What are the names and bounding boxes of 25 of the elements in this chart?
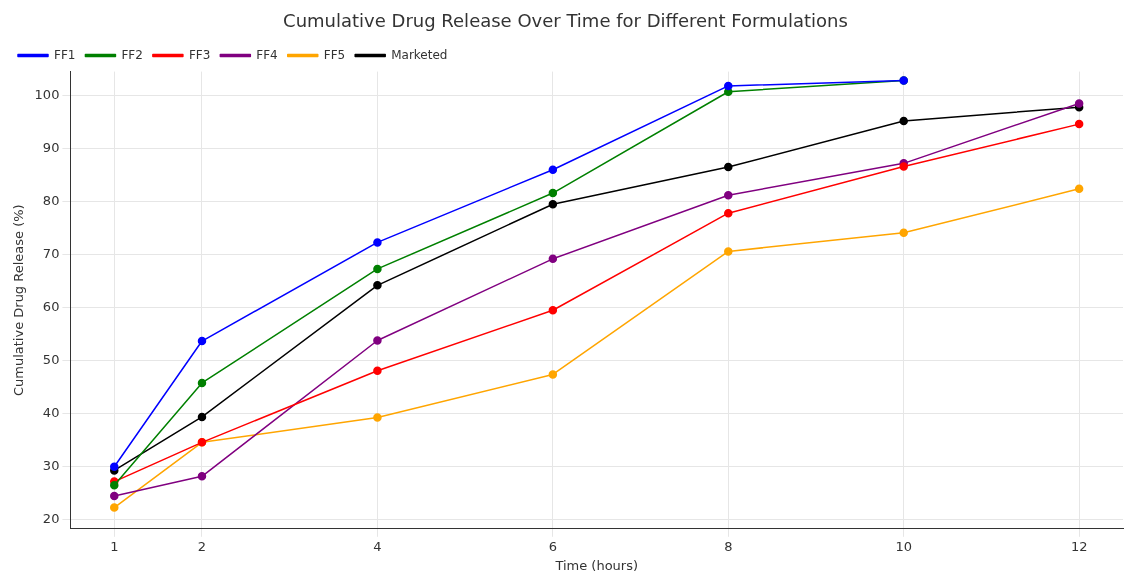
y-tick-label: 70 bbox=[42, 245, 60, 261]
x-tick-label: 12 bbox=[1070, 538, 1088, 554]
legend-label: Marketed bbox=[391, 47, 448, 62]
y-tick-label: 30 bbox=[42, 458, 60, 474]
x-tick-label: 6 bbox=[548, 538, 557, 554]
y-tick-label: 90 bbox=[42, 139, 60, 155]
y-tick-label: 80 bbox=[42, 192, 60, 208]
y-tick-label: 60 bbox=[42, 299, 60, 314]
chart-title: Cumulative Drug Release Over Time for Different Formulations bbox=[283, 10, 848, 32]
x-tick-label: 8 bbox=[724, 538, 733, 554]
x-tick-label: 10 bbox=[895, 538, 912, 554]
y-axis-title: Cumulative Drug Release (%) bbox=[11, 204, 27, 397]
x-tick-label: 1 bbox=[110, 538, 119, 554]
x-tick-label: 2 bbox=[197, 538, 207, 554]
legend-label: FF2 bbox=[121, 47, 143, 62]
legend-label: FF3 bbox=[188, 47, 211, 62]
legend-label: FF1 bbox=[54, 47, 76, 62]
legend-label: FF5 bbox=[323, 47, 346, 62]
legend-label: FF4 bbox=[256, 47, 278, 62]
x-tick-label: 4 bbox=[373, 538, 382, 554]
y-tick-label: 50 bbox=[42, 352, 60, 368]
y-tick-label: 100 bbox=[34, 86, 60, 102]
y-tick-label: 20 bbox=[42, 511, 60, 527]
y-tick-label: 40 bbox=[42, 405, 60, 421]
x-axis-title: Time (hours) bbox=[554, 557, 639, 573]
